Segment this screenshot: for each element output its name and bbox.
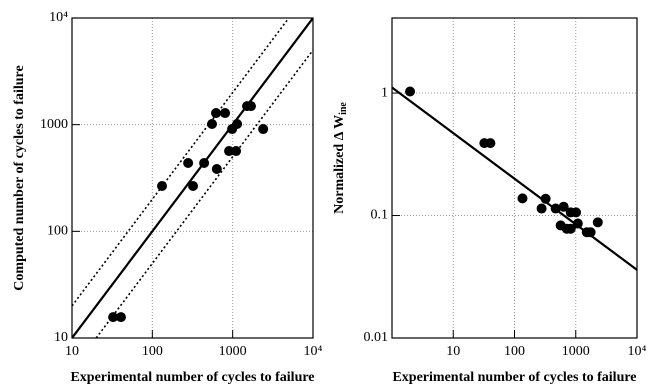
y-axis-label-sub: ine [338, 102, 349, 115]
data-point [211, 164, 222, 175]
data-point [157, 181, 168, 192]
plot-frame [71, 17, 314, 339]
data-point [199, 158, 210, 169]
x-tick-label: 1000 [562, 344, 590, 359]
x-tick-label: 10⁴ [628, 344, 647, 359]
data-point [536, 203, 547, 214]
data-point [405, 86, 416, 97]
x-tick-label: 1000 [219, 344, 247, 359]
y-axis-label: Computed number of cycles to failure [12, 65, 27, 290]
data-point [565, 223, 576, 234]
chart-panel: 10 100 1000 10⁴ 0.01 0.1 1 Experimental number … [332, 17, 647, 385]
y-tick-label: 0.01 [364, 330, 389, 345]
data-point [550, 203, 561, 214]
data-point [517, 193, 528, 204]
fit-line [95, 49, 313, 338]
data-point [220, 108, 231, 119]
data-point [211, 108, 222, 119]
data-point [206, 119, 217, 130]
data-point [571, 207, 582, 218]
data-point [232, 119, 243, 130]
data-point [231, 146, 242, 157]
data-point [558, 201, 569, 212]
data-point [258, 124, 269, 135]
data-point [245, 101, 256, 112]
y-axis-label-text: Normalized Δ W [332, 115, 347, 214]
y-tick-label: 100 [47, 224, 68, 239]
data-point [572, 218, 583, 229]
x-tick-label: 10⁴ [304, 344, 323, 359]
data-point [183, 158, 194, 169]
x-tick-label: 100 [142, 344, 163, 359]
y-tick-label: 10⁴ [49, 10, 68, 25]
data-point [592, 217, 603, 228]
fit-line [72, 18, 290, 307]
x-tick-label: 100 [504, 344, 525, 359]
x-axis-label: Experimental number of cycles to failure [392, 370, 636, 385]
data-point [540, 193, 551, 204]
x-tick-label: 10 [446, 344, 460, 359]
data-point [115, 312, 126, 323]
fit-line [392, 86, 637, 271]
y-tick-label: 1000 [40, 117, 68, 132]
x-tick-label: 10 [65, 344, 79, 359]
y-tick-label: 10 [54, 330, 68, 345]
data-point [224, 146, 235, 157]
plot-frame [391, 17, 638, 339]
chart-panel: 10 100 1000 10⁴ 10 100 1000 10⁴ Experimental num… [12, 10, 322, 385]
fit-line [72, 18, 313, 338]
data-point [108, 312, 119, 323]
y-tick-label: 1 [381, 85, 388, 100]
y-tick-label: 0.1 [371, 208, 389, 223]
x-axis-label: Experimental number of cycles to failure [70, 370, 314, 385]
data-point [585, 227, 596, 238]
y-axis-label-text: Computed number of cycles to failure [12, 65, 27, 290]
data-point [485, 138, 496, 149]
data-point [188, 181, 199, 192]
y-axis-label: Normalized Δ Wine [332, 102, 349, 214]
